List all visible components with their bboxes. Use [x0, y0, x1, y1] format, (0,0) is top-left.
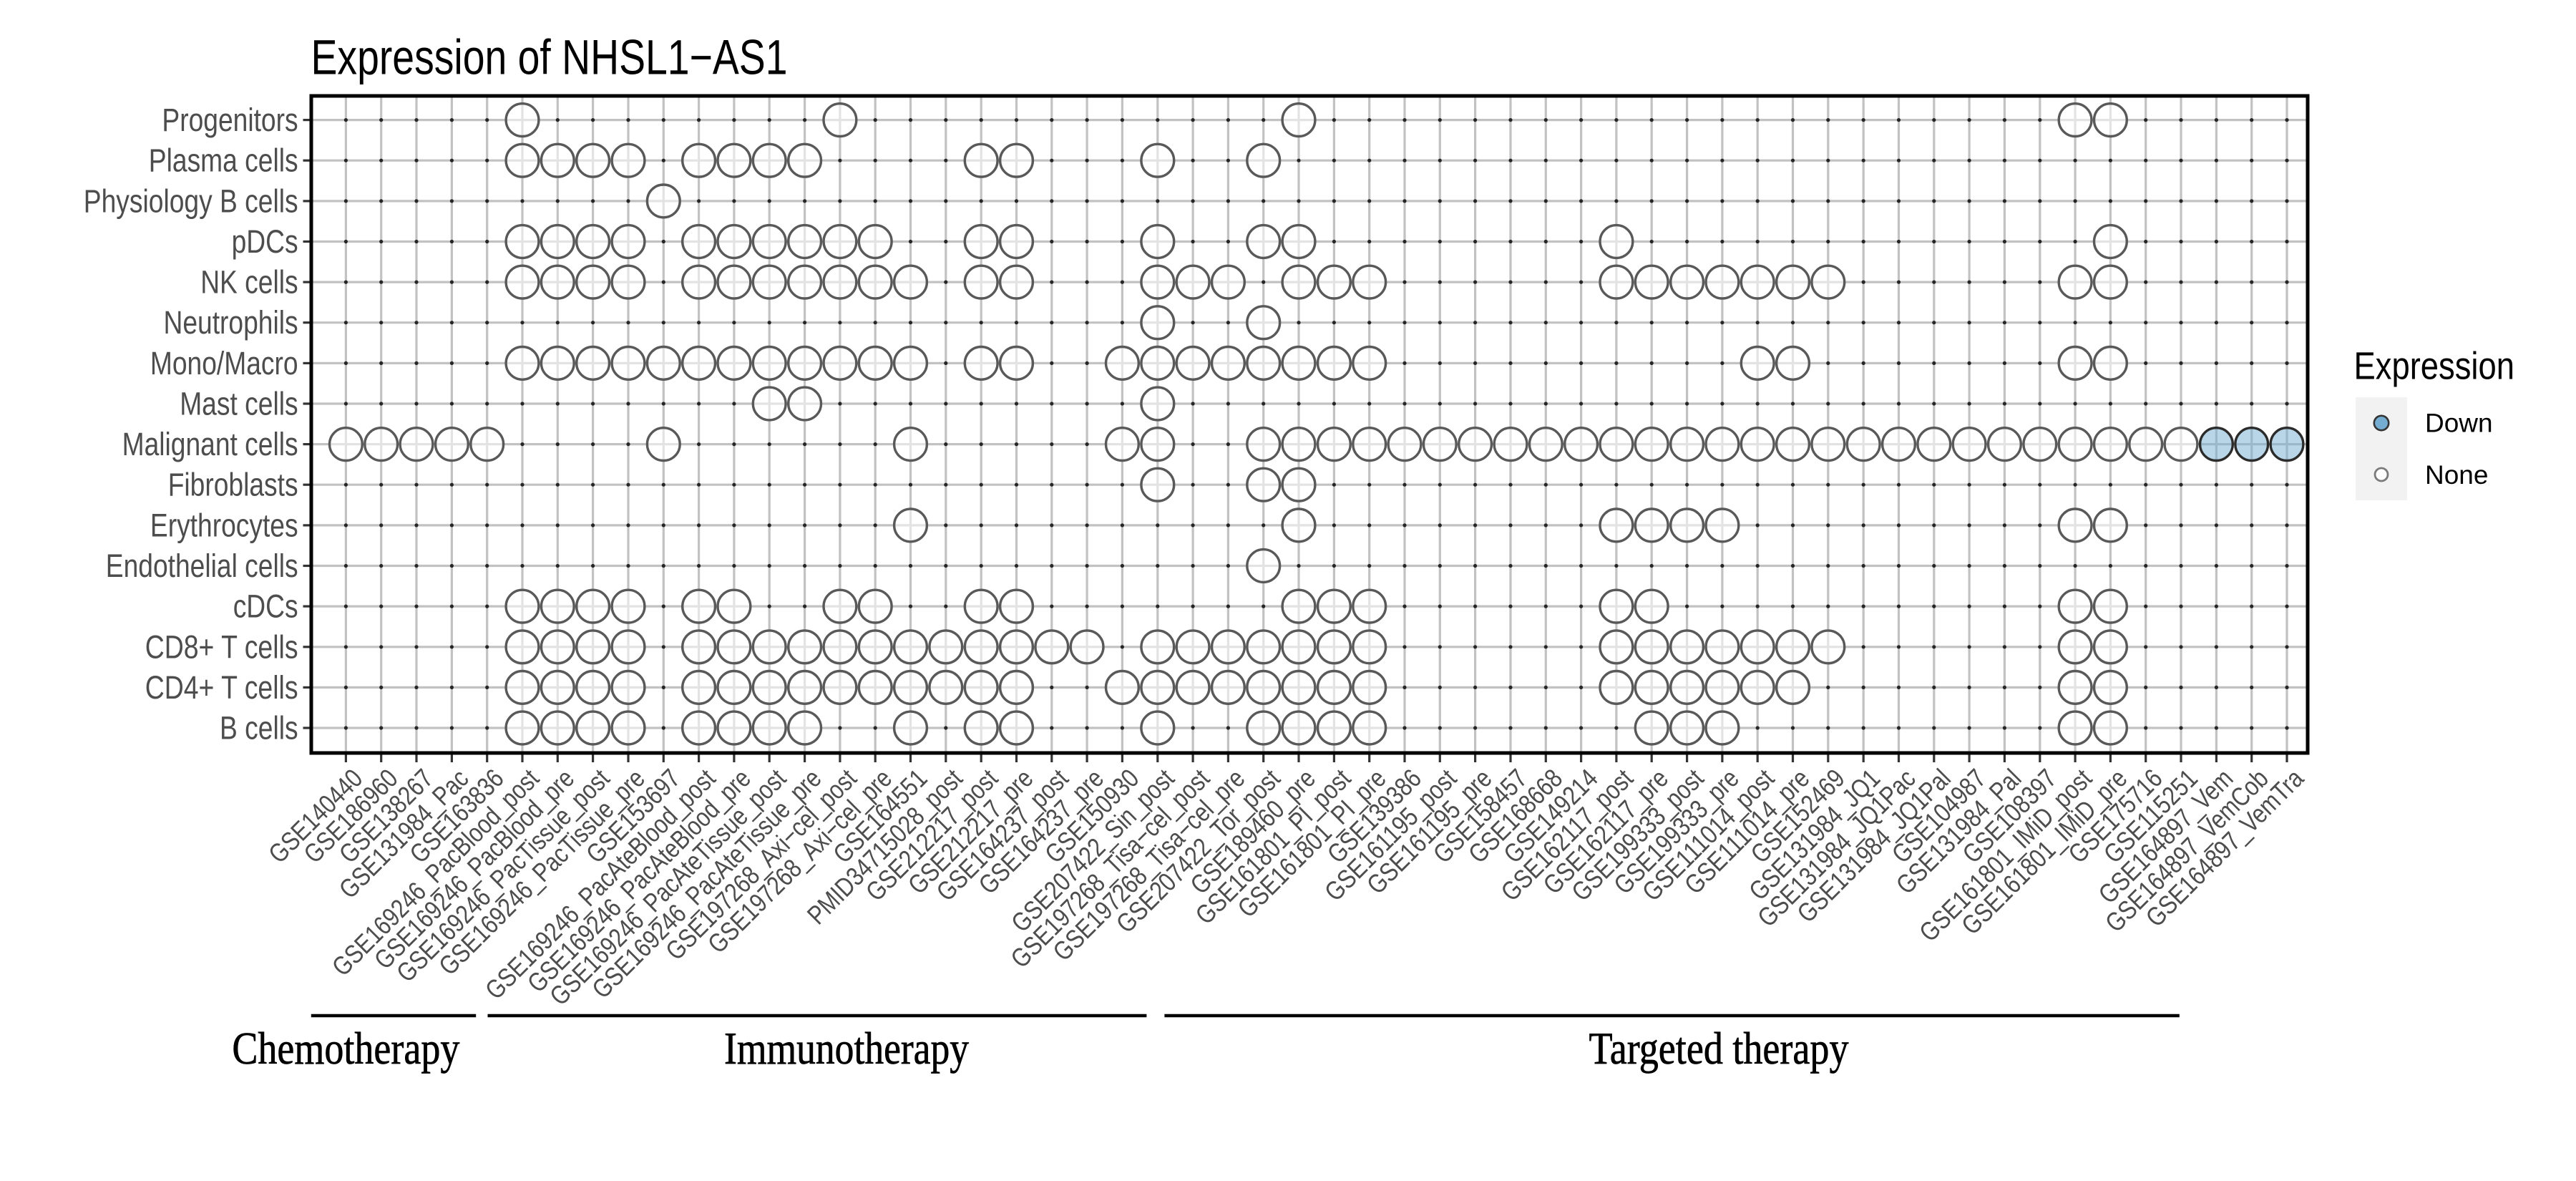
svg-text:pDCs: pDCs: [232, 223, 298, 260]
svg-text:NK cells: NK cells: [200, 264, 298, 301]
svg-text:CD4+ T cells: CD4+ T cells: [145, 669, 298, 706]
svg-text:Targeted therapy: Targeted therapy: [1589, 1024, 1849, 1074]
svg-text:Mono/Macro: Mono/Macro: [150, 345, 298, 381]
svg-text:Chemotherapy: Chemotherapy: [232, 1024, 459, 1074]
svg-text:Fibroblasts: Fibroblasts: [168, 467, 298, 503]
svg-text:B cells: B cells: [220, 710, 298, 747]
svg-text:Endothelial cells: Endothelial cells: [106, 548, 298, 584]
svg-text:Expression: Expression: [2354, 344, 2515, 387]
svg-text:Progenitors: Progenitors: [162, 102, 298, 138]
svg-text:Malignant cells: Malignant cells: [122, 426, 298, 462]
svg-text:cDCs: cDCs: [233, 588, 298, 625]
svg-text:CD8+ T cells: CD8+ T cells: [145, 628, 298, 665]
svg-text:None: None: [2425, 460, 2488, 490]
svg-text:Neutrophils: Neutrophils: [164, 304, 298, 341]
svg-text:Mast cells: Mast cells: [180, 386, 298, 422]
svg-text:Physiology B cells: Physiology B cells: [84, 183, 298, 219]
svg-text:Plasma cells: Plasma cells: [149, 142, 298, 179]
svg-text:Down: Down: [2425, 408, 2493, 437]
svg-text:Erythrocytes: Erythrocytes: [150, 507, 298, 543]
svg-text:Expression of NHSL1−AS1: Expression of NHSL1−AS1: [311, 29, 788, 84]
svg-text:Immunotherapy: Immunotherapy: [724, 1024, 969, 1074]
